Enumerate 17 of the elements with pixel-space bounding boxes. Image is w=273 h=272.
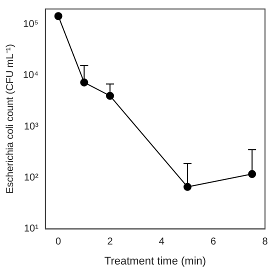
y-tick-label: 10¹ (24, 224, 40, 235)
y-tick-label: 10⁴ (23, 70, 38, 82)
y-tick-label: 10⁵ (23, 19, 38, 30)
y-axis-title: Escherichia coli count (CFU mL⁻¹) (4, 44, 16, 194)
x-axis-title: Treatment time (min) (104, 255, 206, 268)
point (80, 78, 88, 86)
x-tick-label: 0 (56, 236, 62, 248)
y-tick-label: 10² (24, 172, 40, 184)
x-tick-label: 4 (158, 236, 165, 248)
point (54, 12, 62, 20)
point (184, 182, 192, 191)
x-tick-label: 8 (262, 236, 268, 248)
y-tick-label: 10³ (24, 121, 40, 132)
point (106, 92, 114, 100)
point (248, 170, 256, 178)
x-tick-label: 2 (107, 236, 114, 248)
x-tick-label: 6 (210, 236, 217, 248)
